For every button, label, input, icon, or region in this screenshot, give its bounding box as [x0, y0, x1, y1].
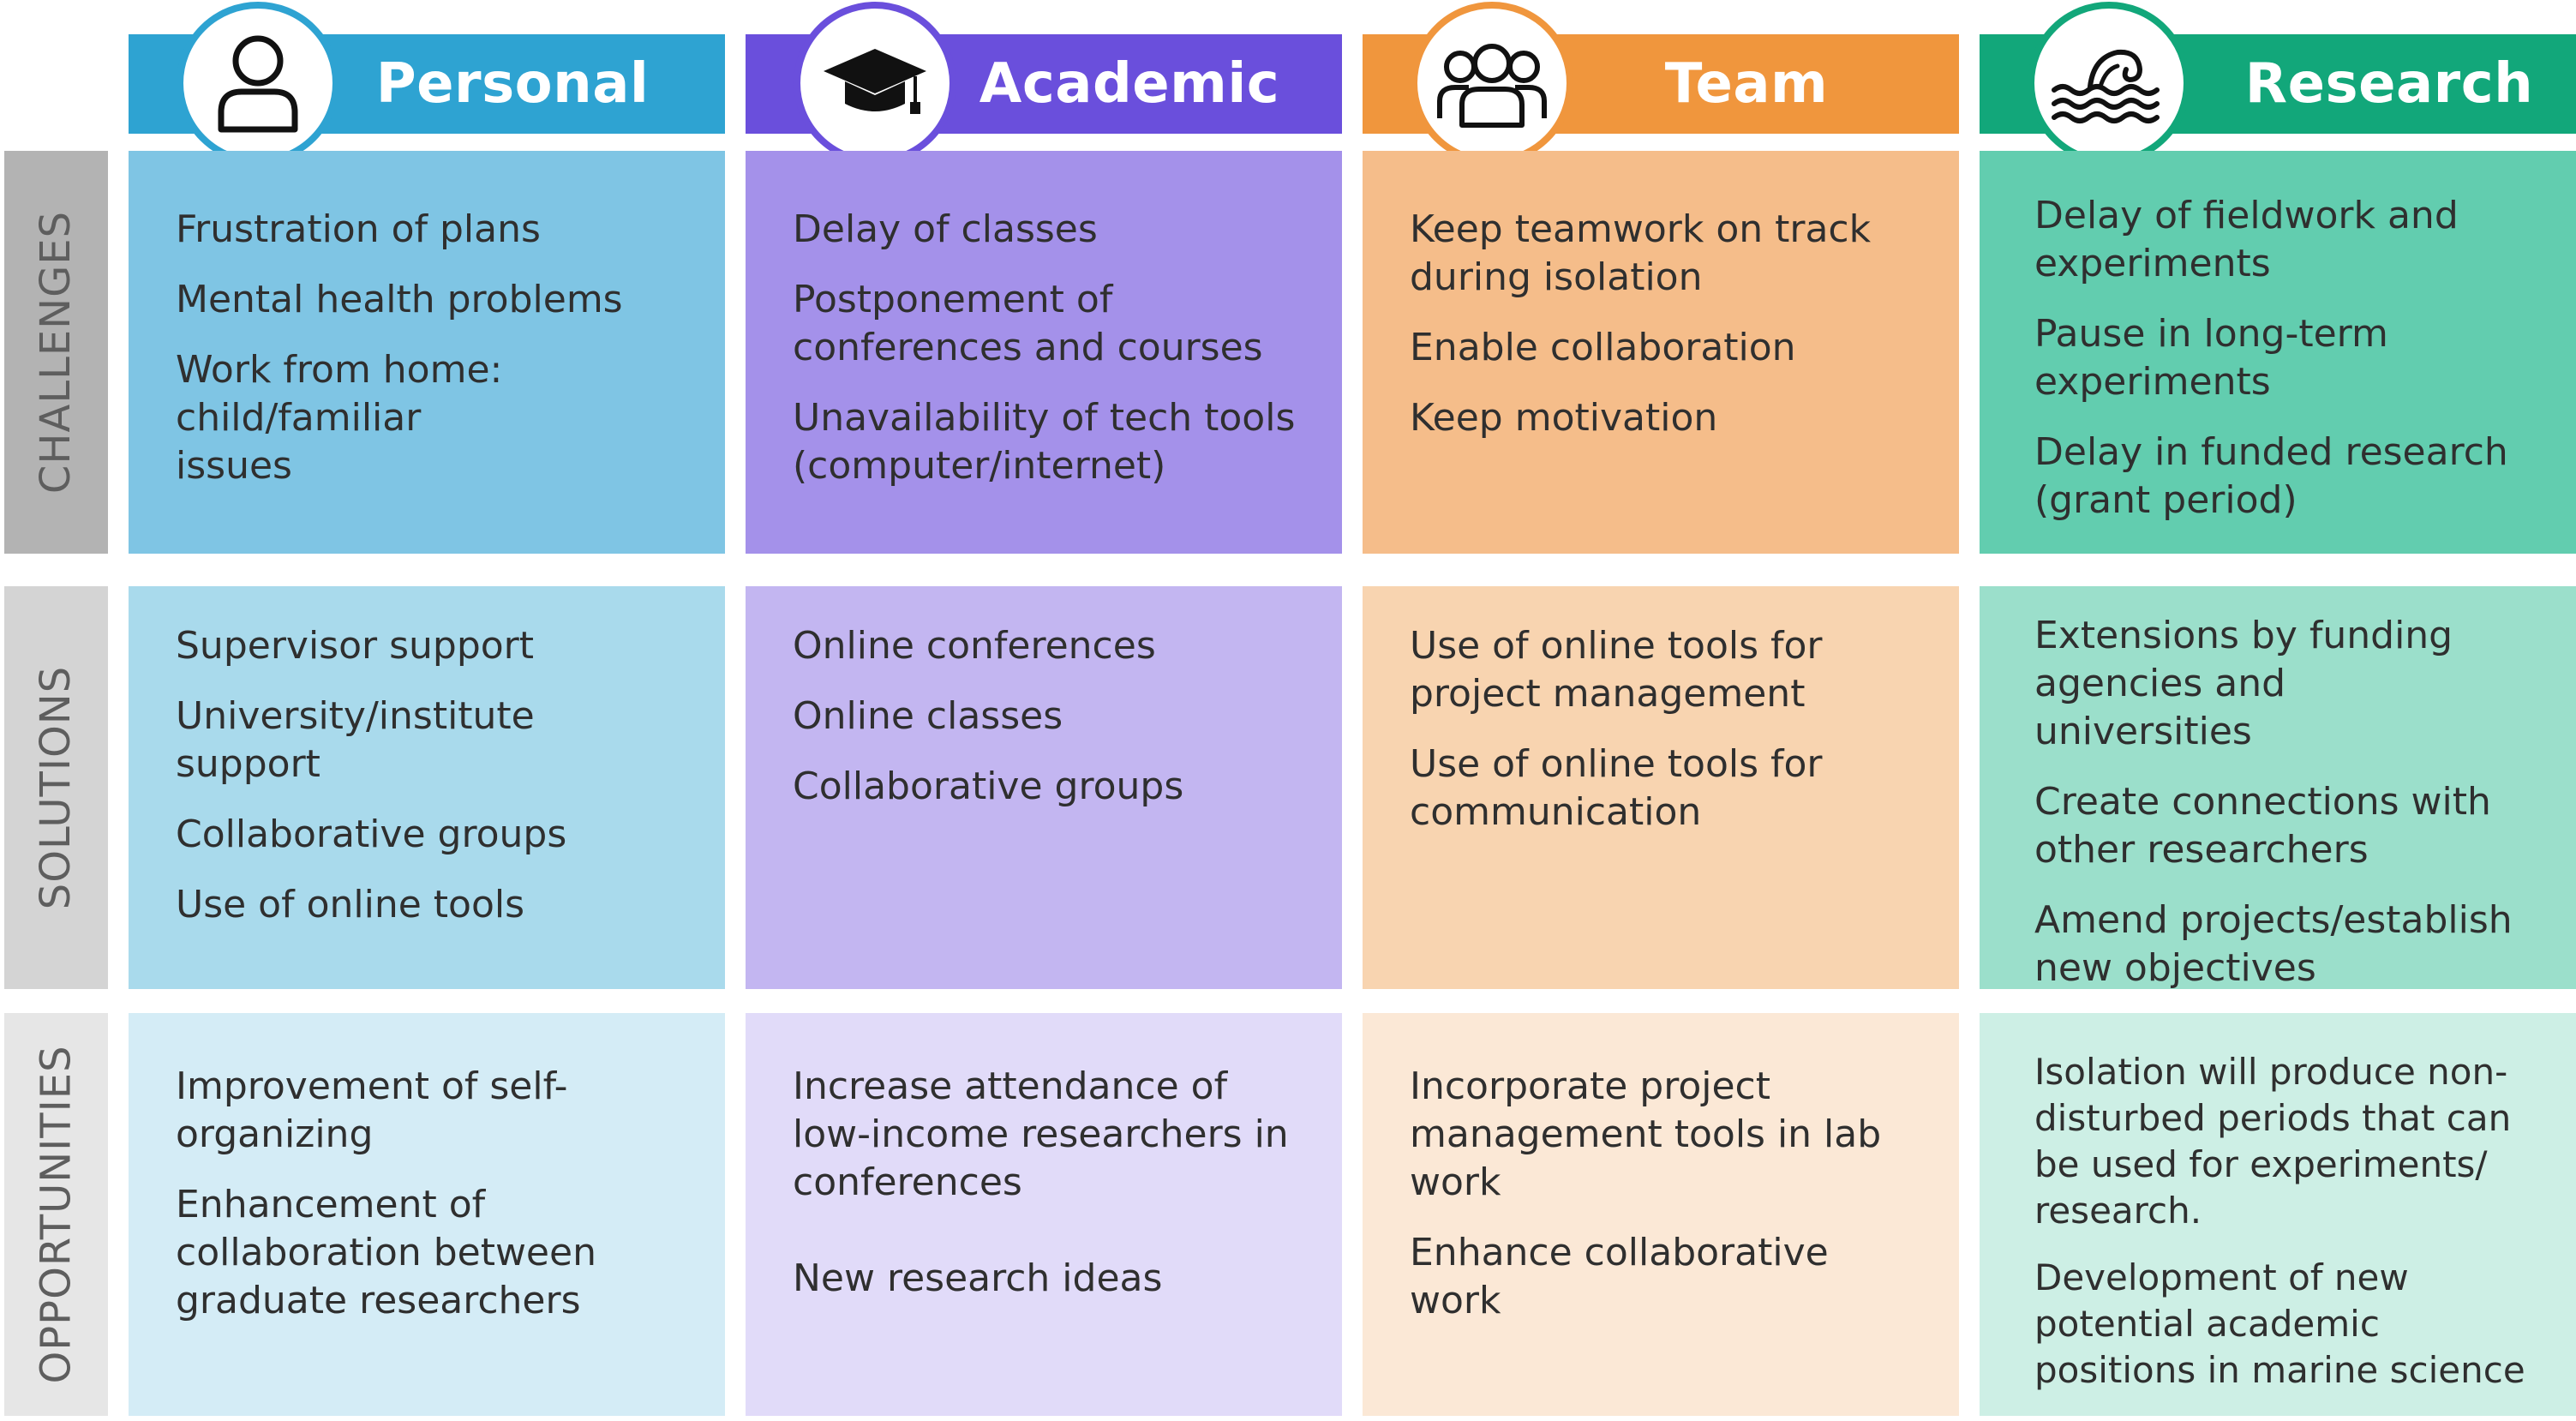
team-icon	[1411, 2, 1573, 165]
cell-academic-challenges: Delay of classes Postponement of confere…	[746, 151, 1342, 554]
row-label-opportunities: OPPORTUNITIES	[4, 1013, 108, 1416]
column-title-academic: Academic	[979, 52, 1280, 116]
list-item: Work from home: child/familiar issues	[176, 348, 503, 488]
list-item: Improvement of self-organizing	[176, 1064, 568, 1156]
column-title-team: Team	[1664, 52, 1829, 116]
list-item: Delay in funded research (grant period)	[2034, 430, 2508, 522]
list-item: New research ideas	[793, 1256, 1163, 1300]
column-title-research: Research	[2244, 52, 2534, 116]
list-item: Use of online tools for communication	[1410, 742, 1823, 834]
list-item: Increase attendance of low-income resear…	[793, 1064, 1289, 1204]
column-header-team: Team	[1363, 2, 1959, 165]
cell-personal-opportunities: Improvement of self-organizing Enhanceme…	[129, 1013, 725, 1416]
list-item: Enhance collaborative work	[1410, 1231, 1829, 1322]
list-item: Collaborative groups	[176, 812, 567, 856]
list-item: Online conferences	[793, 624, 1156, 668]
cell-personal-challenges: Frustration of plans Mental health probl…	[129, 151, 725, 554]
list-item: Enable collaboration	[1410, 326, 1796, 369]
column-title-personal: Personal	[375, 52, 650, 116]
list-item: Create connections with other researcher…	[2034, 780, 2491, 872]
graduation-cap-icon	[794, 2, 956, 165]
list-item: Mental health problems	[176, 278, 623, 321]
cell-research-challenges: Delay of fieldwork and experiments Pause…	[1980, 151, 2576, 554]
list-item: Postponement of conferences and courses	[793, 278, 1263, 369]
ocean-wave-icon	[2028, 2, 2190, 165]
list-item: Frustration of plans	[176, 207, 541, 251]
cell-academic-solutions: Online conferences Online classes Collab…	[746, 586, 1342, 989]
cell-team-solutions: Use of online tools for project manageme…	[1363, 586, 1959, 989]
list-item: Keep motivation	[1410, 396, 1718, 440]
list-item: Amend projects/establish new objectives	[2034, 898, 2513, 990]
list-item: Use of online tools	[176, 883, 525, 926]
column-header-personal: Personal	[129, 2, 725, 165]
list-item: Extensions by funding agencies and unive…	[2034, 614, 2453, 753]
column-header-research: Research	[1980, 2, 2576, 165]
cell-research-solutions: Extensions by funding agencies and unive…	[1980, 586, 2576, 990]
list-item: Collaborative groups	[793, 764, 1184, 808]
row-label-solutions: SOLUTIONS	[4, 586, 108, 989]
row-label-opportunities-text: OPPORTUNITIES	[32, 1045, 81, 1384]
cell-research-opportunities: Isolation will produce non-disturbed per…	[1980, 1013, 2576, 1416]
list-item: University/institute support	[176, 694, 535, 786]
row-label-challenges: CHALLENGES	[4, 151, 108, 554]
list-item: Development of new potential academic po…	[2034, 1256, 2525, 1391]
column-header-academic: Academic	[746, 2, 1342, 165]
list-item: Delay of fieldwork and experiments	[2034, 194, 2459, 285]
list-item: Incorporate project management tools in …	[1410, 1064, 1882, 1204]
list-item: Enhancement of collaboration between gra…	[176, 1183, 596, 1322]
list-item: Online classes	[793, 694, 1063, 738]
list-item: Pause in long-term experiments	[2034, 312, 2388, 404]
row-label-challenges-text: CHALLENGES	[32, 210, 81, 495]
list-item: Supervisor support	[176, 624, 535, 668]
cell-team-challenges: Keep teamwork on track during isolation …	[1363, 151, 1959, 554]
list-item: Isolation will produce non-disturbed per…	[2034, 1051, 2512, 1232]
row-label-solutions-text: SOLUTIONS	[32, 665, 81, 910]
list-item: Unavailability of tech tools (computer/i…	[793, 396, 1296, 488]
cell-academic-opportunities: Increase attendance of low-income resear…	[746, 1013, 1342, 1416]
list-item: Use of online tools for project manageme…	[1410, 624, 1823, 716]
cell-personal-solutions: Supervisor support University/institute …	[129, 586, 725, 989]
person-icon	[177, 2, 339, 165]
list-item: Keep teamwork on track during isolation	[1410, 207, 1872, 299]
list-item: Delay of classes	[793, 207, 1098, 251]
cell-team-opportunities: Incorporate project management tools in …	[1363, 1013, 1959, 1416]
